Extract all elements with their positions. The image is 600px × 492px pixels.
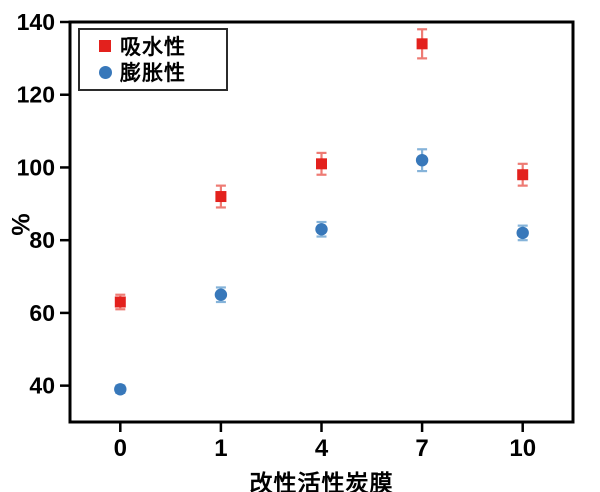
legend-label-swelling: 膨胀性 [120,62,186,85]
y-tick-label: 120 [17,82,55,108]
data-point-square [114,296,126,308]
plot-frame [68,20,575,424]
legend-circle-icon [90,65,120,79]
y-tick-label: 40 [29,373,55,399]
x-tick-label: 10 [509,435,536,462]
x-tick-label: 1 [214,435,227,462]
legend-item-swelling: 膨胀性 [90,59,216,85]
y-tick-label: 80 [29,227,55,253]
data-point-square [316,158,327,170]
data-point-circle [415,153,429,167]
legend-label-absorption: 吸水性 [120,36,186,59]
data-point-circle [214,288,228,301]
legend-square-icon [90,40,120,52]
x-tick-label: 7 [415,435,428,462]
data-point-square [215,191,227,203]
data-point-square [517,169,529,181]
y-axis-title: % [7,213,36,236]
x-tick-label: 0 [114,435,127,462]
data-point-circle [315,223,328,236]
x-tick-label: 4 [315,435,329,462]
data-point-circle [516,226,529,240]
legend: 吸水性 膨胀性 [78,28,228,91]
x-axis-title: 改性活性炭膜 [249,470,394,492]
data-point-circle [114,383,127,396]
y-tick-label: 100 [17,154,55,180]
y-tick-label: 60 [29,300,55,326]
data-point-square [416,38,428,50]
y-tick-label: 140 [17,9,55,35]
legend-item-absorption: 吸水性 [90,33,216,59]
